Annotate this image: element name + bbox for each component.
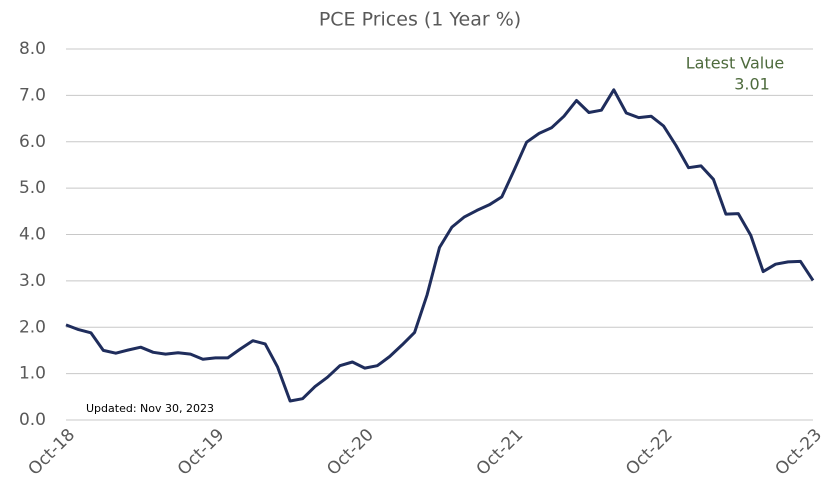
x-tick-label: Oct-21 [473, 425, 528, 480]
annotation: 3.01 [734, 75, 770, 94]
y-tick-label: 5.0 [19, 178, 46, 198]
x-tick-label: Oct-22 [622, 425, 677, 480]
y-tick-label: 7.0 [19, 85, 46, 105]
y-tick-label: 0.0 [19, 410, 46, 430]
x-tick-label: Oct-20 [323, 425, 378, 480]
x-tick-label: Oct-19 [174, 425, 229, 480]
line-series [65, 88, 815, 403]
x-tick-label: Oct-18 [25, 425, 80, 480]
y-tick-label: 1.0 [19, 364, 46, 384]
y-tick-label: 6.0 [19, 132, 46, 152]
chart-title: PCE Prices (1 Year %) [319, 9, 521, 31]
x-tick-label: Oct-23 [772, 425, 821, 480]
annotation: Latest Value [686, 54, 784, 73]
annotation: Updated: Nov 30, 2023 [86, 402, 214, 415]
y-tick-label: 3.0 [19, 271, 46, 291]
y-tick-label: 2.0 [19, 317, 46, 337]
y-tick-label: 8.0 [19, 39, 46, 59]
y-tick-label: 4.0 [19, 225, 46, 245]
